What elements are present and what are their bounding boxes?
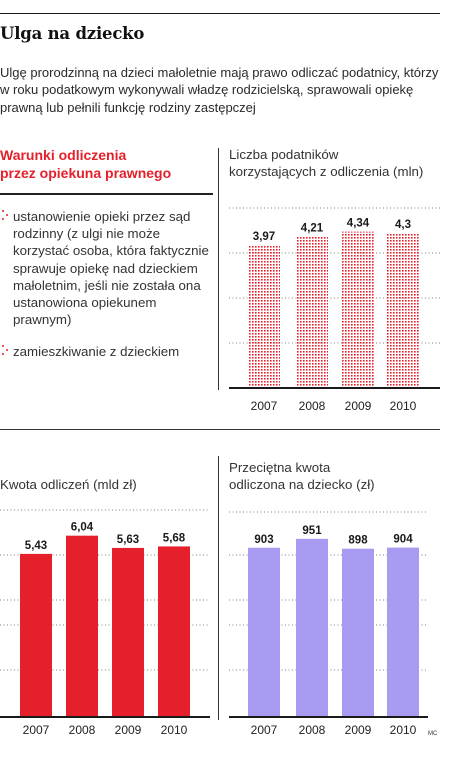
tick-label: 2008 (299, 723, 326, 737)
tick-label: 2008 (69, 723, 96, 737)
tick-label: 2010 (161, 723, 188, 737)
chart-taxpayers: 3,97 2007 4,21 2008 4,34 2009 4,3 2010 (229, 207, 440, 413)
chart-title-average: Przeciętna kwota odliczona na dziecko (z… (229, 459, 375, 493)
bar (342, 548, 374, 716)
tick-label: 2010 (390, 399, 417, 413)
intro-text: Ulgę prorodzinną na dzieci małoletnie ma… (0, 65, 439, 115)
bar (342, 231, 374, 387)
condition-item-2: zamieszkiwanie z dzieckiem (2, 343, 214, 360)
data-label: 4,34 (347, 218, 370, 230)
top-rule (0, 13, 440, 14)
data-label: 5,68 (163, 532, 186, 544)
condition-item-text: ustanowienie opieki przez sąd rodzinny (… (13, 209, 209, 328)
data-label: 5,43 (25, 540, 47, 552)
data-label: 6,04 (71, 522, 94, 534)
data-label: 5,63 (117, 534, 139, 546)
chart-title-deductions: Kwota odliczeń (mld zł) (0, 476, 137, 493)
bar (66, 535, 98, 716)
tick-label: 2007 (251, 399, 278, 413)
tick-label: 2008 (299, 399, 326, 413)
bar (158, 546, 190, 716)
data-label: 903 (254, 534, 273, 546)
data-label: 3,97 (253, 231, 275, 243)
tick-label: 2009 (115, 723, 142, 737)
chart-title-line: Kwota odliczeń (mld zł) (0, 477, 137, 492)
bar (248, 547, 280, 716)
conditions-heading-line-2: przez opiekuna prawnego (0, 165, 172, 181)
tick-label: 2009 (345, 399, 372, 413)
data-label: 898 (348, 535, 368, 547)
chart-title-line: Przeciętna kwota (229, 460, 331, 475)
data-label: 4,21 (301, 222, 324, 234)
tick-label: 2007 (23, 723, 50, 737)
bullet-marker-icon (2, 345, 9, 357)
tick-label: 2010 (390, 723, 417, 737)
bar (296, 236, 328, 387)
tick-label: 2007 (251, 723, 278, 737)
credit-mark: MC (428, 731, 438, 737)
bar (248, 244, 280, 387)
divider-vertical-top (218, 148, 219, 390)
chart-title-line: odliczona na dziecko (zł) (229, 477, 375, 492)
data-label: 904 (393, 534, 413, 546)
chart-average-amount: 903 2007 951 2008 898 2009 904 2010 (229, 511, 428, 737)
bullet-marker-icon (2, 210, 9, 222)
chart-title-taxpayers: Liczba podatników korzystających z odlic… (229, 146, 423, 180)
conditions-heading-line-1: Warunki odliczenia (0, 147, 127, 163)
chart-title-line: Liczba podatników (229, 147, 339, 162)
condition-item-text: zamieszkiwanie z dzieckiem (13, 344, 180, 359)
divider-horizontal (0, 429, 440, 430)
tick-label: 2009 (345, 723, 372, 737)
bar (296, 538, 328, 716)
page-title: Ulga na dziecko (0, 24, 145, 43)
bar (387, 547, 419, 716)
data-label: 4,3 (395, 219, 411, 231)
bar (387, 233, 419, 387)
bar (112, 547, 144, 716)
data-label: 951 (302, 525, 322, 537)
chart-title-line: korzystających z odliczenia (mln) (229, 164, 424, 179)
chart-deductions: 5,43 2007 6,04 2008 5,63 2009 5,68 2010 (0, 509, 210, 737)
bar (20, 553, 52, 716)
condition-item-1: ustanowienie opieki przez sąd rodzinny (… (2, 208, 214, 328)
conditions-rule (0, 193, 213, 195)
divider-vertical-bottom (218, 456, 219, 720)
conditions-heading: Warunki odliczenia przez opiekuna prawne… (0, 146, 215, 182)
